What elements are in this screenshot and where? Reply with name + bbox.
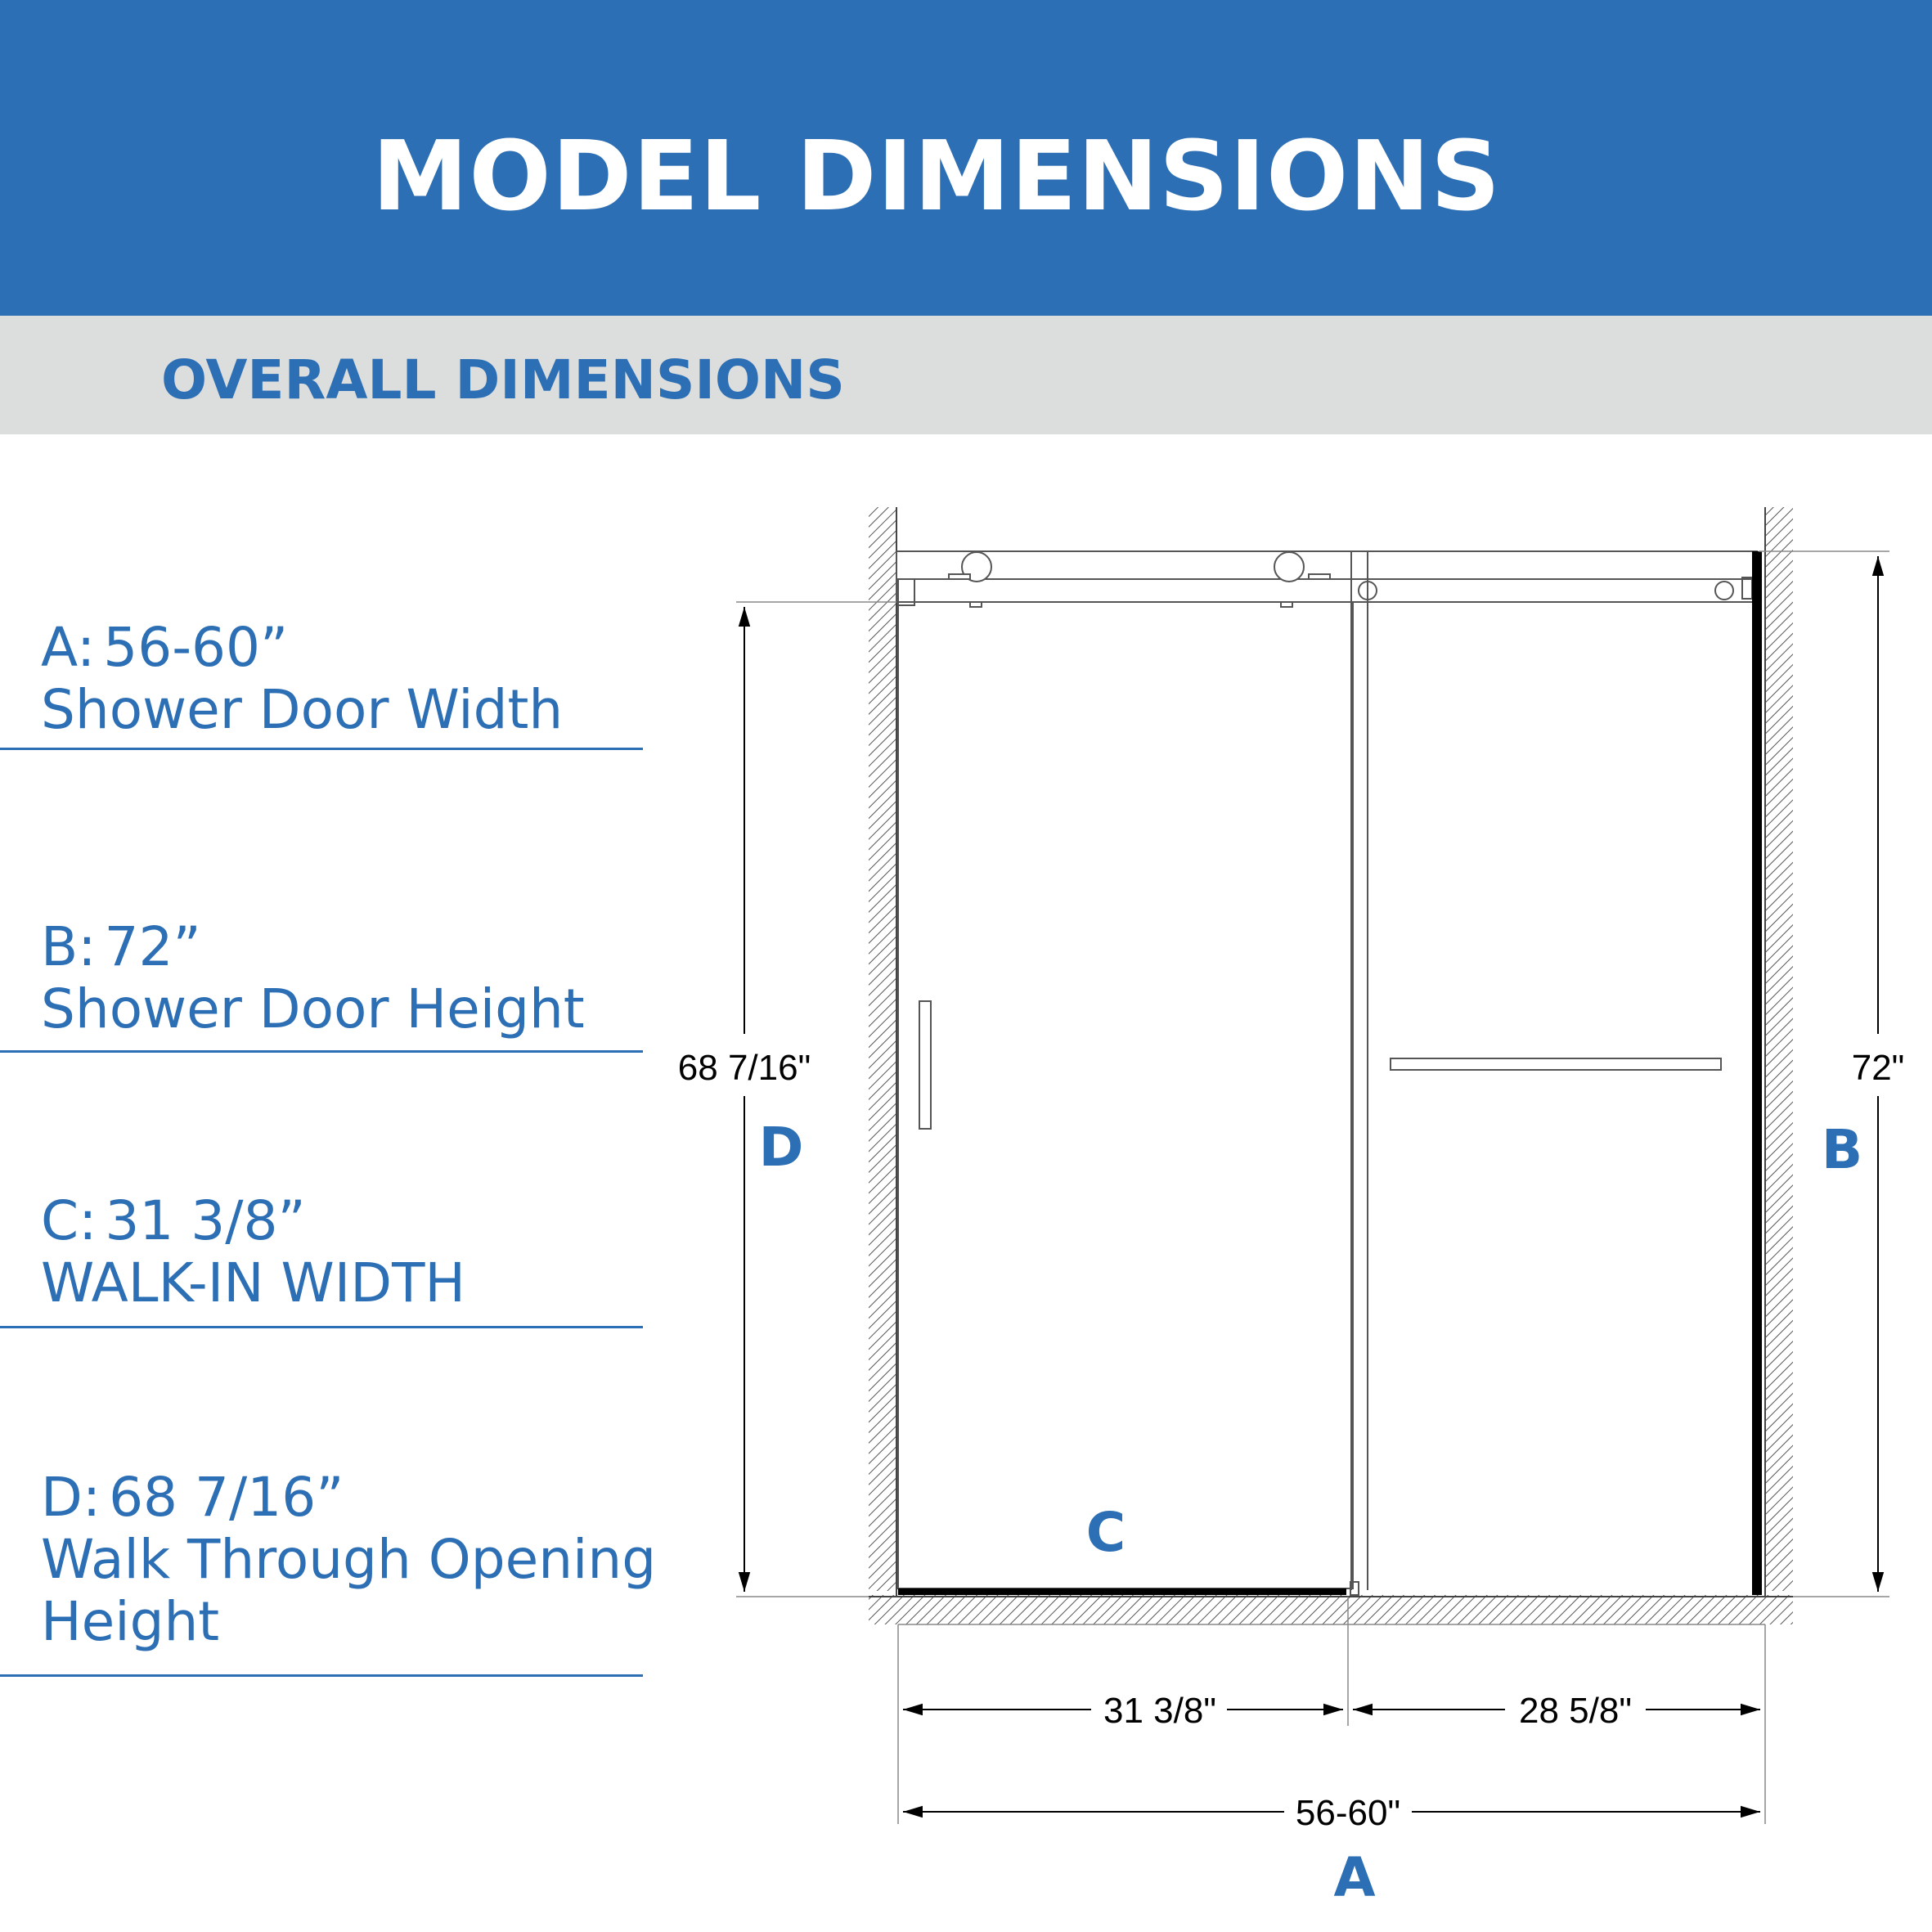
door-handle (919, 1000, 932, 1130)
spec-c-label: C: (41, 1189, 97, 1252)
floor (869, 1595, 1793, 1624)
section-title: OVERALL DIMENSIONS (161, 348, 845, 411)
spec-b-label: B: (41, 915, 97, 978)
right-wall (1765, 507, 1793, 1591)
spec-a-value: 56-60” (103, 616, 289, 679)
letter-a: A (1333, 1846, 1375, 1909)
towel-bar (1390, 1058, 1722, 1071)
sliding-door-panel (897, 601, 1354, 1589)
dim-fixed-text: 28 5/8" (1519, 1691, 1632, 1731)
spec-a-value-line: A: 56-60” (41, 617, 643, 679)
dim-a-text: 56-60" (1296, 1793, 1400, 1833)
dim-b-text: 72" (1852, 1048, 1905, 1088)
fixed-panel (1350, 551, 1722, 1596)
spec-b-description: Shower Door Height (41, 977, 585, 1040)
spec-b-value-line: B: 72” (41, 916, 643, 978)
spec-d-value-line: D: 68 7/16” (41, 1467, 643, 1529)
spec-b-value: 72” (104, 915, 201, 978)
spec-c: C: 31 3/8” WALK-IN WIDTH (0, 1190, 643, 1328)
wall-channel (1752, 551, 1762, 1595)
spec-a-label: A: (41, 616, 96, 679)
spec-a-description: Shower Door Width (41, 678, 564, 741)
spec-d-description-2: Height (41, 1590, 220, 1653)
spec-a: A: 56-60” Shower Door Width (0, 617, 643, 750)
spec-c-value: 31 3/8” (105, 1189, 306, 1252)
spec-d: D: 68 7/16” Walk Through Opening Height (0, 1467, 657, 1677)
subheader-banner: OVERALL DIMENSIONS (0, 316, 1932, 434)
spec-c-description: WALK-IN WIDTH (41, 1251, 466, 1314)
left-wall (869, 507, 896, 1591)
header-banner: MODEL DIMENSIONS (0, 0, 1932, 316)
page-title: MODEL DIMENSIONS (371, 119, 1502, 232)
letter-b: B (1822, 1118, 1862, 1181)
dim-c-text: 31 3/8" (1103, 1691, 1216, 1731)
spec-d-description-1: Walk Through Opening (41, 1528, 657, 1591)
spec-b: B: 72” Shower Door Height (0, 916, 643, 1053)
spec-d-value: 68 7/16” (109, 1466, 344, 1529)
bottom-guide (898, 1588, 1346, 1595)
spec-c-value-line: C: 31 3/8” (41, 1190, 643, 1252)
dim-d-text: 68 7/16" (678, 1048, 811, 1088)
letter-d: D (759, 1116, 804, 1179)
spec-d-label: D: (41, 1466, 101, 1529)
letter-c: C (1086, 1501, 1126, 1564)
